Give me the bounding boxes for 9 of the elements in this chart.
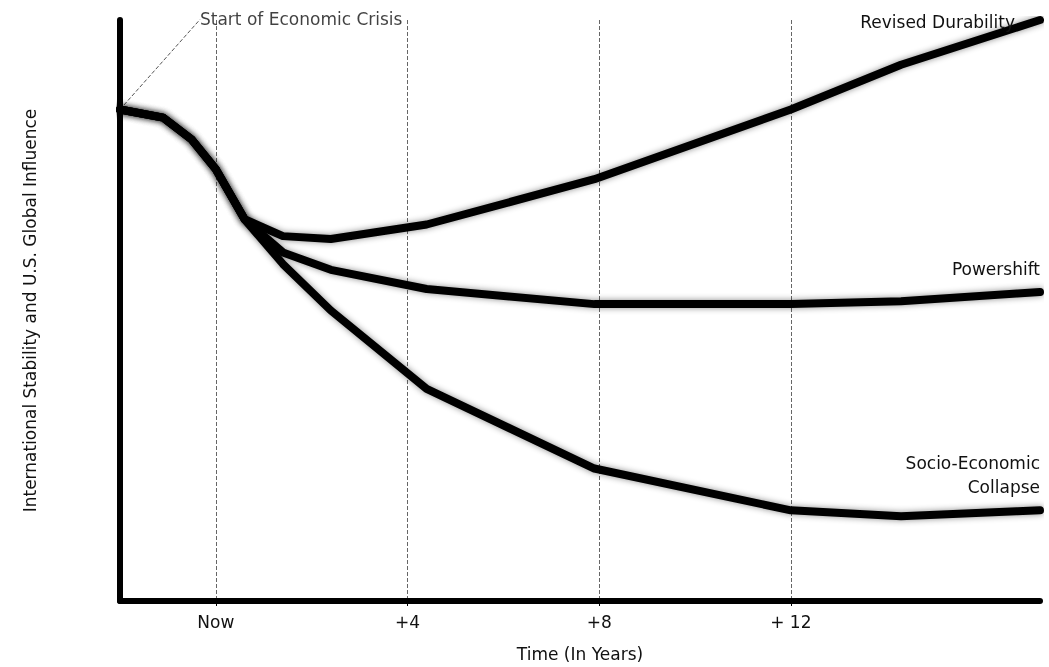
series-label: Powershift [951, 258, 1041, 279]
x-tick-label: +8 [586, 611, 612, 632]
annotation: Start of Economic Crisis [200, 9, 403, 30]
series-label: Socio-Economic Collapse [905, 453, 1040, 498]
x-tick-label: +4 [394, 611, 421, 632]
y-axis-title: International Stability and U.S. Global Influence [19, 108, 40, 513]
x-tick-label: Now [197, 611, 235, 632]
x-axis-title: Time (In Years) [515, 643, 644, 664]
x-tick-label: + 12 [770, 611, 812, 632]
